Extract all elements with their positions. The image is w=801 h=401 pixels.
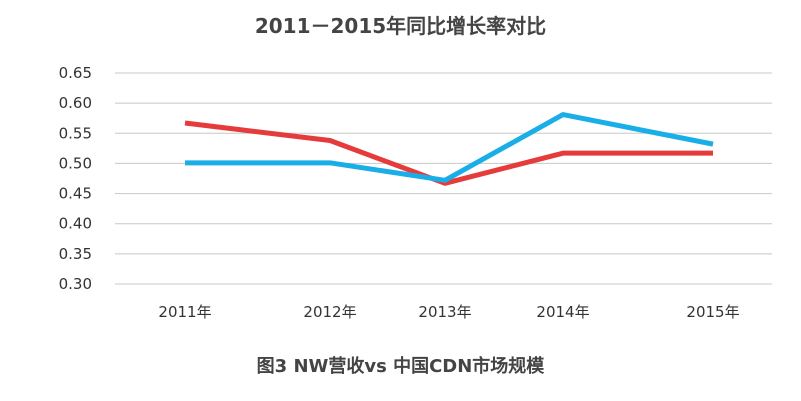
x-tick-label: 2012年 (303, 303, 356, 321)
figure-caption: 图3 NW营收vs 中国CDN市场规模 (0, 352, 801, 378)
x-tick-label: 2014年 (536, 303, 589, 321)
x-axis-ticks: 2011年 2012年 2013年 2014年 2015年 (158, 303, 739, 321)
y-tick-label: 0.45 (59, 185, 92, 203)
y-axis-ticks: 0.65 0.60 0.55 0.50 0.45 0.40 0.35 0.30 (59, 64, 92, 293)
y-tick-label: 0.30 (59, 275, 92, 293)
x-tick-label: 2011年 (158, 303, 211, 321)
y-tick-label: 0.50 (59, 154, 92, 172)
y-tick-label: 0.55 (59, 124, 92, 142)
x-tick-label: 2013年 (418, 303, 471, 321)
y-tick-label: 0.65 (59, 64, 92, 82)
series-line-2 (185, 115, 713, 181)
y-tick-label: 0.60 (59, 94, 92, 112)
y-tick-label: 0.35 (59, 245, 92, 263)
series-lines (185, 115, 713, 184)
series-line-1 (185, 123, 713, 183)
y-tick-label: 0.40 (59, 215, 92, 233)
x-tick-label: 2015年 (686, 303, 739, 321)
